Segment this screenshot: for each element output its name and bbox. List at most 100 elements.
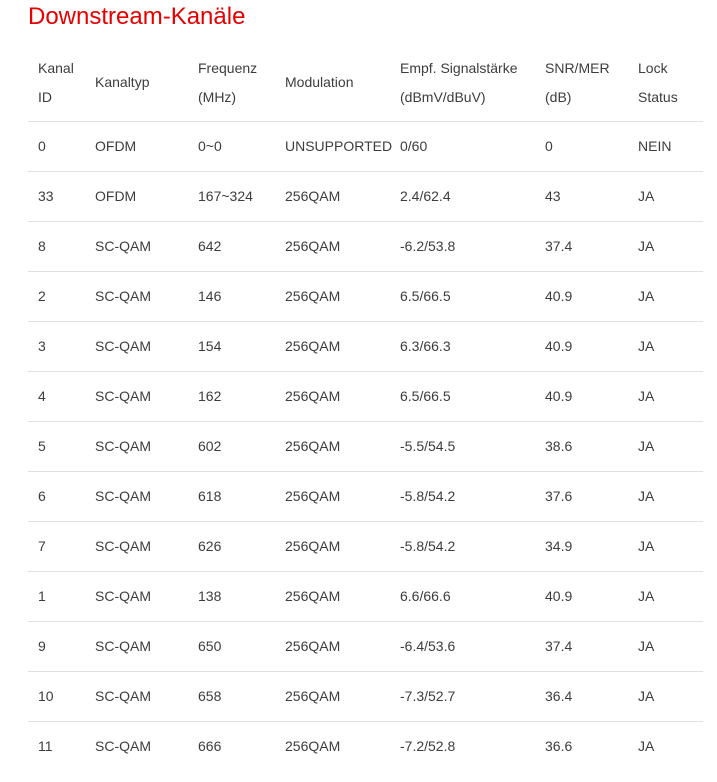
downstream-channels-table: Kanal ID Kanaltyp Frequenz (MHz) Modulation Em… (28, 45, 703, 771)
cell-kanal-id: 1 (28, 570, 85, 621)
column-header-lock-status: Lock Status (628, 45, 703, 122)
cell-frequenz: 626 (188, 520, 275, 571)
cell-lock-status: JA (628, 720, 703, 771)
cell-kanal-id: 7 (28, 520, 85, 571)
cell-lock-status: JA (628, 170, 703, 221)
cell-lock-status: JA (628, 370, 703, 421)
cell-kanaltyp: SC-QAM (85, 620, 188, 671)
column-header-line: (dBmV/dBuV) (400, 88, 486, 105)
cell-snr-mer: 37.4 (535, 220, 628, 271)
cell-signalstaerke: 6.3/66.3 (390, 320, 535, 371)
cell-lock-status: JA (628, 270, 703, 321)
cell-snr-mer: 40.9 (535, 570, 628, 621)
cell-lock-status: JA (628, 470, 703, 521)
column-header-line: Kanal (38, 59, 74, 76)
table-row: 0 OFDM 0~0 UNSUPPORTED 0/60 0 NEIN (28, 120, 703, 171)
cell-frequenz: 0~0 (188, 120, 275, 171)
column-header-line: Lock (638, 59, 668, 76)
cell-modulation: 256QAM (275, 270, 390, 321)
cell-modulation: 256QAM (275, 420, 390, 471)
cell-modulation: 256QAM (275, 320, 390, 371)
cell-snr-mer: 36.6 (535, 720, 628, 771)
cell-kanaltyp: SC-QAM (85, 470, 188, 521)
cell-signalstaerke: 2.4/62.4 (390, 170, 535, 221)
cell-snr-mer: 43 (535, 170, 628, 221)
cell-snr-mer: 40.9 (535, 270, 628, 321)
cell-modulation: 256QAM (275, 370, 390, 421)
cell-signalstaerke: -7.2/52.8 (390, 720, 535, 771)
cell-modulation: 256QAM (275, 720, 390, 771)
cell-kanaltyp: SC-QAM (85, 420, 188, 471)
cell-kanaltyp: SC-QAM (85, 720, 188, 771)
table-row: 2 SC-QAM 146 256QAM 6.5/66.5 40.9 JA (28, 270, 703, 321)
cell-kanal-id: 11 (28, 720, 85, 771)
cell-lock-status: JA (628, 320, 703, 371)
cell-kanaltyp: SC-QAM (85, 370, 188, 421)
table-row: 6 SC-QAM 618 256QAM -5.8/54.2 37.6 JA (28, 470, 703, 521)
cell-frequenz: 666 (188, 720, 275, 771)
cell-snr-mer: 34.9 (535, 520, 628, 571)
column-header-line: SNR/MER (545, 59, 610, 76)
cell-signalstaerke: -7.3/52.7 (390, 670, 535, 721)
cell-signalstaerke: 6.5/66.5 (390, 370, 535, 421)
cell-kanaltyp: SC-QAM (85, 570, 188, 621)
table-row: 4 SC-QAM 162 256QAM 6.5/66.5 40.9 JA (28, 370, 703, 421)
cell-snr-mer: 37.6 (535, 470, 628, 521)
cell-frequenz: 650 (188, 620, 275, 671)
cell-kanaltyp: SC-QAM (85, 220, 188, 271)
table-row: 33 OFDM 167~324 256QAM 2.4/62.4 43 JA (28, 170, 703, 221)
cell-frequenz: 602 (188, 420, 275, 471)
cell-modulation: 256QAM (275, 620, 390, 671)
cell-kanaltyp: OFDM (85, 120, 188, 171)
cell-lock-status: JA (628, 220, 703, 271)
cell-modulation: UNSUPPORTED (275, 120, 392, 171)
column-header-line: ID (38, 88, 52, 105)
table-row: 11 SC-QAM 666 256QAM -7.2/52.8 36.6 JA (28, 720, 703, 771)
cell-signalstaerke: -6.2/53.8 (390, 220, 535, 271)
cell-snr-mer: 38.6 (535, 420, 628, 471)
column-header-kanaltyp: Kanaltyp (85, 45, 188, 122)
cell-signalstaerke: 0/60 (390, 120, 535, 171)
cell-kanal-id: 3 (28, 320, 85, 371)
column-header-line: Modulation (285, 74, 354, 91)
cell-snr-mer: 40.9 (535, 370, 628, 421)
cell-kanal-id: 9 (28, 620, 85, 671)
cell-kanaltyp: SC-QAM (85, 520, 188, 571)
cell-kanal-id: 8 (28, 220, 85, 271)
table-row: 9 SC-QAM 650 256QAM -6.4/53.6 37.4 JA (28, 620, 703, 671)
cell-frequenz: 618 (188, 470, 275, 521)
cell-frequenz: 138 (188, 570, 275, 621)
column-header-line: Empf. Signalstärke (400, 59, 518, 76)
table-header-row: Kanal ID Kanaltyp Frequenz (MHz) Modulation Em… (28, 45, 703, 122)
table-row: 5 SC-QAM 602 256QAM -5.5/54.5 38.6 JA (28, 420, 703, 471)
table-body: 0 OFDM 0~0 UNSUPPORTED 0/60 0 NEIN 33 OFDM 167~32… (28, 120, 703, 771)
cell-kanal-id: 0 (28, 120, 85, 171)
cell-frequenz: 642 (188, 220, 275, 271)
cell-frequenz: 162 (188, 370, 275, 421)
column-header-modulation: Modulation (275, 45, 390, 122)
cell-lock-status: JA (628, 670, 703, 721)
cell-kanal-id: 5 (28, 420, 85, 471)
column-header-frequenz: Frequenz (MHz) (188, 45, 275, 122)
column-header-snr-mer: SNR/MER (dB) (535, 45, 628, 122)
table-row: 1 SC-QAM 138 256QAM 6.6/66.6 40.9 JA (28, 570, 703, 621)
cell-snr-mer: 36.4 (535, 670, 628, 721)
cell-snr-mer: 37.4 (535, 620, 628, 671)
cell-frequenz: 658 (188, 670, 275, 721)
table-row: 8 SC-QAM 642 256QAM -6.2/53.8 37.4 JA (28, 220, 703, 271)
column-header-line: Frequenz (198, 59, 258, 76)
cell-modulation: 256QAM (275, 520, 390, 571)
column-header-line: (MHz) (198, 88, 237, 105)
cell-kanaltyp: SC-QAM (85, 270, 188, 321)
cell-kanal-id: 6 (28, 470, 85, 521)
cell-snr-mer: 0 (535, 120, 628, 171)
cell-snr-mer: 40.9 (535, 320, 628, 371)
cell-lock-status: JA (628, 620, 703, 671)
cell-frequenz: 167~324 (188, 170, 275, 221)
cell-signalstaerke: -6.4/53.6 (390, 620, 535, 671)
cell-modulation: 256QAM (275, 670, 390, 721)
cell-signalstaerke: -5.5/54.5 (390, 420, 535, 471)
cell-lock-status: JA (628, 570, 703, 621)
table-row: 3 SC-QAM 154 256QAM 6.3/66.3 40.9 JA (28, 320, 703, 371)
